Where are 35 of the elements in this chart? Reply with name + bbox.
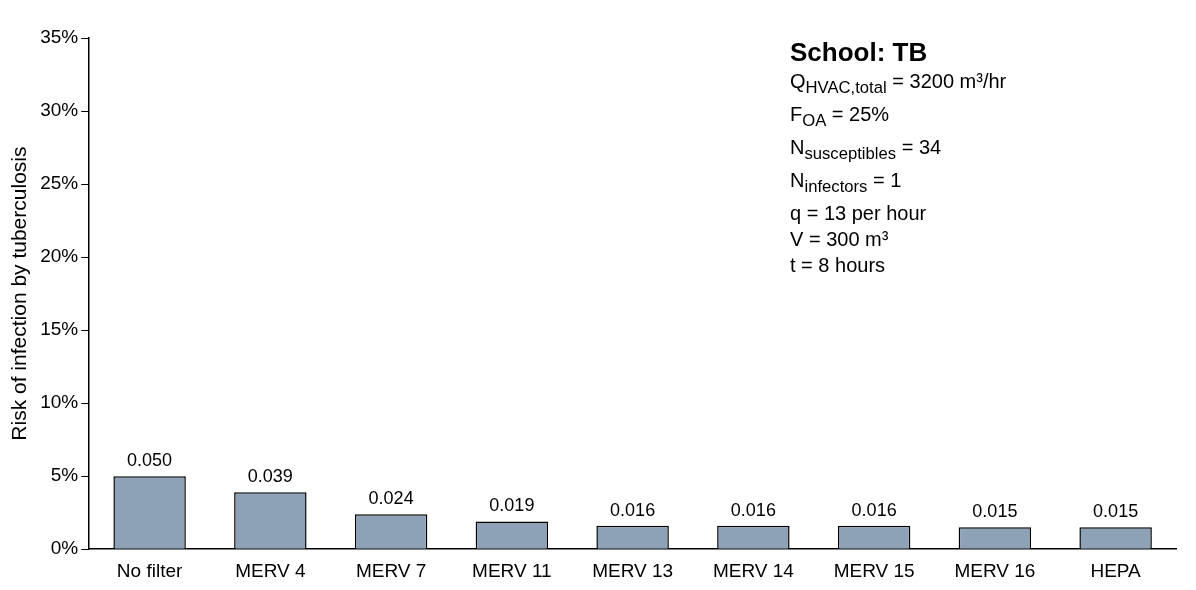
x-tick-label: No filter: [116, 559, 183, 581]
y-axis-title: Risk of infection by tuberculosis: [7, 146, 31, 441]
data-label: 0.015: [972, 501, 1018, 522]
x-tick-label: MERV 14: [712, 559, 795, 581]
data-label: 0.016: [610, 499, 656, 520]
y-tick-label: 10%: [40, 391, 79, 413]
x-tick-label: MERV 16: [954, 559, 1036, 581]
y-tick-label: 15%: [40, 318, 79, 340]
x-tick-label: MERV 13: [592, 559, 674, 581]
annotation: F$_{OA}$ = 25%: [790, 102, 891, 132]
chart-title: School: TB: [790, 36, 929, 68]
y-tick-label: 0%: [50, 537, 79, 559]
x-tick-label: MERV 15: [833, 559, 915, 581]
y-tick-label: 5%: [50, 464, 79, 486]
data-label: 0.024: [368, 488, 414, 509]
y-tick-label: 25%: [40, 172, 79, 194]
data-label: 0.019: [489, 495, 535, 516]
x-tick-label: MERV 7: [355, 559, 427, 581]
y-tick-label: 35%: [40, 26, 79, 48]
annotation: q = 13 per hour: [790, 201, 928, 226]
x-tick-label: HEPA: [1090, 559, 1142, 581]
data-label: 0.050: [127, 450, 173, 471]
y-tick-label: 30%: [40, 99, 79, 121]
y-tick-label: 20%: [40, 245, 79, 267]
annotation: t = 8 hours: [790, 253, 887, 278]
annotation: N$_{susceptibles}$ = 34: [790, 135, 943, 165]
data-label: 0.039: [247, 466, 293, 487]
annotation: Q$_{HVAC,total}$ = 3200 m³/hr: [790, 69, 1007, 99]
data-label: 0.016: [851, 499, 897, 520]
data-label: 0.015: [1093, 501, 1139, 522]
x-tick-label: MERV 4: [235, 559, 306, 581]
data-label: 0.016: [730, 499, 776, 520]
x-tick-label: MERV 11: [472, 559, 552, 581]
annotation: N$_{infectors}$ = 1: [790, 168, 903, 198]
annotation: V = 300 m³: [790, 227, 890, 252]
